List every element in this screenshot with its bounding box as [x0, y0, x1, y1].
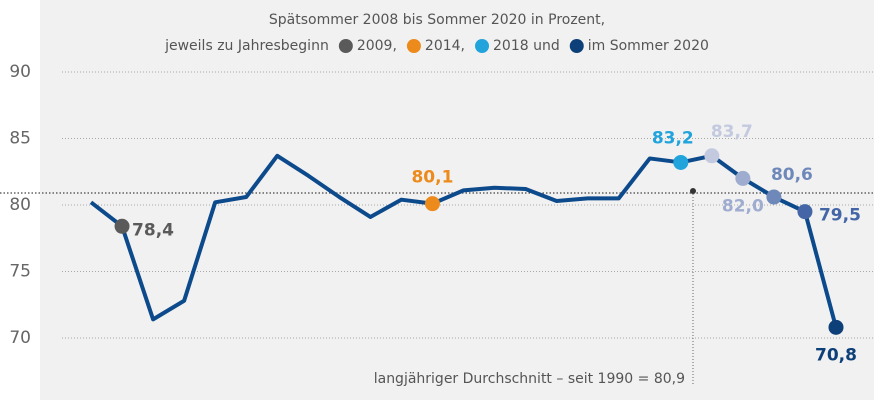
value-label: 70,8: [815, 345, 857, 365]
y-tick-label: 75: [9, 262, 31, 282]
legend-label: 2018 und: [493, 38, 560, 54]
highlight-point: [735, 170, 751, 186]
value-label: 79,5: [819, 206, 861, 226]
highlight-point: [673, 154, 689, 170]
highlight-point: [424, 196, 440, 212]
legend-dot: [406, 39, 421, 53]
legend: jeweils zu Jahresbeginn 2009, 2014, 2018 un…: [164, 38, 709, 54]
y-tick-label: 90: [9, 62, 31, 82]
legend-prefix: jeweils zu Jahresbeginn: [164, 38, 329, 54]
value-label: 80,1: [411, 168, 453, 188]
subtitle: Spätsommer 2008 bis Sommer 2020 in Proze…: [269, 12, 605, 28]
legend-dot: [475, 39, 490, 53]
highlight-point: [766, 189, 782, 205]
y-tick-label: 80: [9, 195, 31, 215]
legend-dot: [338, 39, 353, 53]
legend-dot: [569, 39, 584, 53]
legend-label: im Sommer 2020: [588, 38, 709, 54]
value-label: 83,2: [652, 128, 694, 148]
y-tick-label: 70: [9, 328, 31, 348]
value-label: 78,4: [132, 220, 174, 240]
reference-label: langjähriger Durchschnitt – seit 1990 = …: [374, 371, 685, 387]
y-tick-label: 85: [9, 129, 31, 149]
highlight-point: [828, 319, 844, 335]
legend-label: 2014,: [425, 38, 465, 54]
value-label: 82,0: [722, 196, 764, 216]
value-label: 83,7: [711, 122, 753, 142]
highlight-point: [114, 218, 130, 234]
plot-background: [40, 0, 874, 400]
value-label: 80,6: [771, 165, 813, 185]
highlight-point: [704, 148, 720, 164]
reference-pointer-dot: [690, 188, 696, 194]
legend-label: 2009,: [357, 38, 397, 54]
highlight-point: [797, 204, 813, 220]
